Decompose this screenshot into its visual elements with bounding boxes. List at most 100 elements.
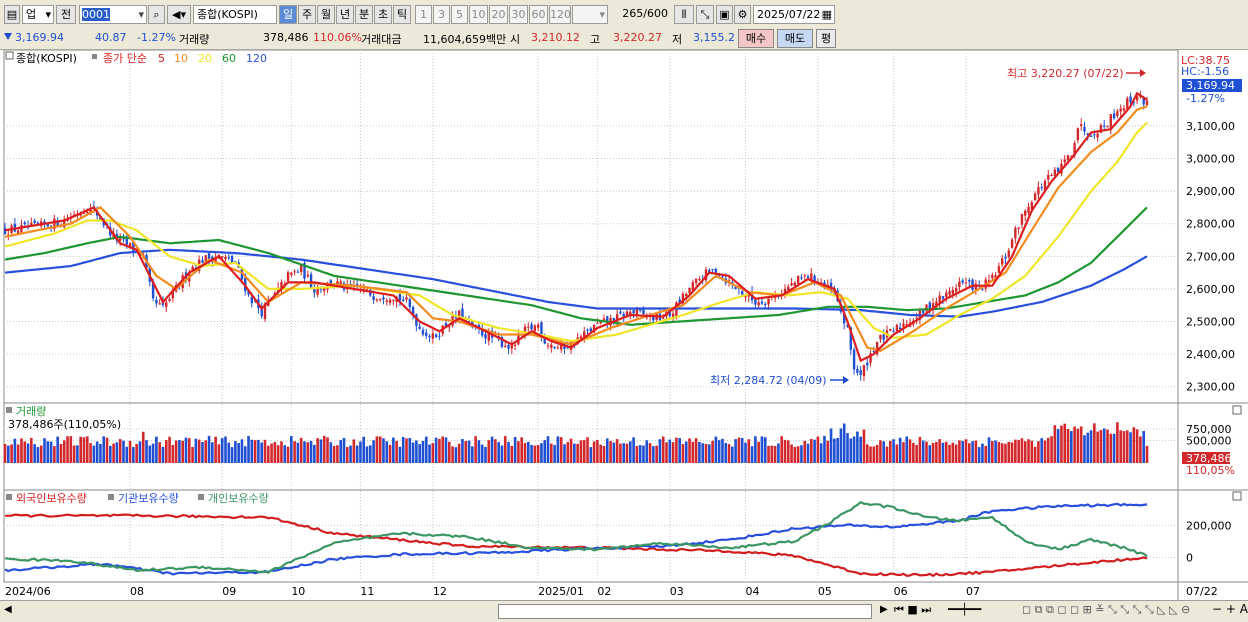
interval-button-20[interactable]: 20 xyxy=(489,5,508,24)
save-icon[interactable]: ▣ xyxy=(716,5,733,24)
candle-body xyxy=(378,298,382,300)
candle-body xyxy=(1050,174,1053,176)
moving-averages xyxy=(4,91,1148,363)
volume-bar xyxy=(1109,433,1113,463)
candle-body xyxy=(1099,125,1103,133)
volume-bar xyxy=(589,447,593,463)
period-button-1[interactable]: 주 xyxy=(298,5,316,24)
volume-legend-icon xyxy=(6,407,12,413)
volume-bar xyxy=(997,441,1001,463)
volume-bar xyxy=(191,447,194,463)
volume-bar xyxy=(1093,423,1096,463)
interval-button-30[interactable]: 30 xyxy=(509,5,528,24)
volume-bar xyxy=(224,436,227,463)
interval-button-1[interactable]: 1 xyxy=(415,5,432,24)
window-menu-icon[interactable]: ▤ xyxy=(4,5,20,24)
candle-type-icon[interactable]: ⫴ xyxy=(674,5,694,24)
volume-bar xyxy=(698,441,701,463)
volume-bar xyxy=(362,436,366,463)
period-button-5[interactable]: 초 xyxy=(374,5,392,24)
volume-bar xyxy=(846,433,849,463)
open-value: 3,210.12 xyxy=(531,31,580,44)
sell-button[interactable]: 매도 xyxy=(777,29,813,48)
draw-tool-icon[interactable]: ⤡ xyxy=(696,5,714,24)
volume-bar xyxy=(155,436,158,463)
candle-body xyxy=(619,311,622,314)
candle-body xyxy=(754,299,757,305)
interval-button-10[interactable]: 10 xyxy=(469,5,488,24)
period-button-4[interactable]: 분 xyxy=(355,5,373,24)
volume-bar xyxy=(266,445,270,463)
gear-icon[interactable]: ⚙ xyxy=(734,5,751,24)
avg-button[interactable]: 평 xyxy=(816,29,836,48)
interval-button-3[interactable]: 3 xyxy=(433,5,450,24)
candle-body xyxy=(546,345,550,347)
down-arrow-icon xyxy=(4,33,12,40)
zoom-controls-icon[interactable]: − + A xyxy=(1212,602,1248,616)
volume-bar xyxy=(869,446,872,463)
interval-button-120[interactable]: 120 xyxy=(549,5,571,24)
volume-bar xyxy=(408,437,412,463)
prev-button[interactable]: 전 xyxy=(56,5,76,24)
high-label: 고 xyxy=(590,33,601,46)
volume-bar xyxy=(250,439,254,463)
candle-body xyxy=(1093,134,1096,136)
volume-bar xyxy=(826,440,830,463)
volume-bar xyxy=(786,440,790,463)
volume-bar xyxy=(530,444,533,463)
count-field[interactable]: 265/600 xyxy=(610,5,668,24)
period-button-3[interactable]: 년 xyxy=(336,5,354,24)
playback-controls-icon[interactable]: ⏮ ■ ⏭ xyxy=(894,603,932,616)
count-dropdown[interactable]: ▾ xyxy=(572,5,608,24)
y-tick-label: 2,500,00 xyxy=(1186,316,1235,329)
scroll-bar[interactable]: ◀ ▶ ⏮ ■ ⏭ ━━┿━━ ◻ ⧉ ⧉ ◻ ◻ ⊞ ≚ ⤡ ⤡ ⤡ ⤡ ◺ … xyxy=(0,600,1248,622)
interval-button-60[interactable]: 60 xyxy=(529,5,548,24)
candle-body xyxy=(981,288,984,290)
volume-bar xyxy=(763,437,767,463)
plot-frame xyxy=(3,49,1179,583)
period-button-0[interactable]: 일 xyxy=(279,5,297,24)
chart-area[interactable]: 2,300,00 2,400,00 2,500,00 2,600,00 2,700,00… xyxy=(0,49,1248,600)
candle-body xyxy=(556,347,560,349)
buy-button[interactable]: 매수 xyxy=(738,29,774,48)
volume-bar xyxy=(935,441,938,463)
zoom-slider-icon[interactable]: ━━┿━━ xyxy=(948,603,982,616)
period-button-6[interactable]: 틱 xyxy=(393,5,411,24)
date-input[interactable]: 2025/07/22 ▦ xyxy=(753,5,835,24)
volume-bar xyxy=(290,436,293,463)
scroll-left-icon[interactable]: ◀ xyxy=(4,604,12,615)
volume-bar xyxy=(737,437,741,463)
volume-bar xyxy=(441,436,445,463)
y-tick-label: 2,700,00 xyxy=(1186,250,1235,263)
volume-bar xyxy=(658,439,662,463)
volume-bar xyxy=(734,439,737,463)
volume-bar xyxy=(1079,426,1083,463)
x-tick-label: 2025/01 xyxy=(538,585,584,598)
volume-bar xyxy=(898,437,902,463)
candle-body xyxy=(3,228,7,235)
market-select[interactable]: 업 ▾ xyxy=(22,5,54,24)
holdings-legend-icon xyxy=(108,494,114,500)
interval-button-5[interactable]: 5 xyxy=(451,5,468,24)
speaker-icon[interactable]: ◀▾ xyxy=(167,5,191,24)
candle-body xyxy=(230,256,234,263)
volume-bar xyxy=(783,439,787,463)
search-icon[interactable]: ⌕ xyxy=(148,5,165,24)
period-button-2[interactable]: 월 xyxy=(317,5,335,24)
volume-bar xyxy=(967,443,971,463)
high-value: 3,220.27 xyxy=(613,31,662,44)
scroll-thumb[interactable] xyxy=(498,604,872,619)
volume-bar xyxy=(586,437,589,463)
volume-bar xyxy=(912,442,915,463)
chevron-down-icon: ▾ xyxy=(599,8,605,21)
volume-bar xyxy=(247,436,250,463)
code-input[interactable]: 0001 ▾ xyxy=(79,5,147,24)
candle-body xyxy=(642,309,645,314)
volume-bar xyxy=(872,446,876,463)
stock-chart[interactable]: 2,300,00 2,400,00 2,500,00 2,600,00 2,700,00… xyxy=(0,49,1248,600)
volume-bar xyxy=(688,438,691,463)
layout-tools-icon[interactable]: ◻ ⧉ ⧉ ◻ ◻ ⊞ ≚ ⤡ ⤡ ⤡ ⤡ ◺ ◺ ⊖ xyxy=(1022,603,1191,616)
volume-bar xyxy=(490,436,494,463)
scroll-right-icon[interactable]: ▶ xyxy=(880,604,888,615)
ma-legend-5: 5 xyxy=(158,52,165,65)
